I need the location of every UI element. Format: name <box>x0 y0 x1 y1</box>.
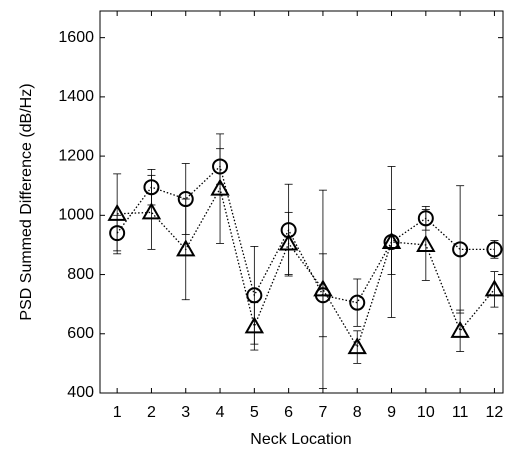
marker-circle <box>452 241 469 258</box>
x-tick-label: 8 <box>353 404 362 421</box>
x-tick-label: 7 <box>318 404 327 421</box>
marker-triangle <box>381 231 402 249</box>
y-tick-label: 1400 <box>58 88 94 105</box>
x-tick-label: 1 <box>113 404 122 421</box>
marker-circle <box>177 191 194 208</box>
y-tick-label: 400 <box>67 384 94 401</box>
series-line <box>116 165 495 304</box>
marker-triangle <box>484 279 505 297</box>
x-tick-label: 11 <box>452 404 469 421</box>
y-tick-label: 600 <box>67 325 94 342</box>
x-tick-label: 5 <box>250 404 259 421</box>
marker-triangle <box>244 316 265 334</box>
y-axis-label: PSD Summed Difference (dB/Hz) <box>18 83 35 320</box>
marker-circle <box>143 179 160 196</box>
marker-circle <box>486 241 503 258</box>
marker-circle <box>417 210 434 227</box>
x-tick-label: 3 <box>181 404 190 421</box>
x-tick-label: 12 <box>486 404 504 421</box>
marker-triangle <box>107 203 127 221</box>
marker-circle <box>349 294 366 311</box>
marker-triangle <box>313 279 333 297</box>
y-tick-label: 1200 <box>58 147 94 164</box>
series-line <box>117 186 495 349</box>
x-axis-label: Neck Location <box>250 431 351 448</box>
marker-triangle <box>176 239 196 257</box>
x-tick-label: 4 <box>216 404 225 421</box>
x-tick-label: 2 <box>147 404 156 421</box>
marker-triangle <box>141 202 162 220</box>
y-tick-label: 1600 <box>58 29 94 46</box>
marker-circle <box>109 225 126 242</box>
y-tick-label: 800 <box>67 266 94 283</box>
marker-circle <box>212 158 229 175</box>
plot-frame <box>99 10 504 394</box>
marker-triangle <box>416 234 436 252</box>
x-tick-label: 9 <box>387 404 396 421</box>
x-tick-label: 6 <box>284 404 293 421</box>
y-tick-label: 1000 <box>58 207 94 224</box>
x-tick-label: 10 <box>417 404 435 421</box>
marker-triangle <box>278 233 299 251</box>
marker-triangle <box>347 337 367 355</box>
marker-triangle <box>450 320 470 338</box>
marker-triangle <box>210 178 230 196</box>
marker-circle <box>246 287 263 304</box>
